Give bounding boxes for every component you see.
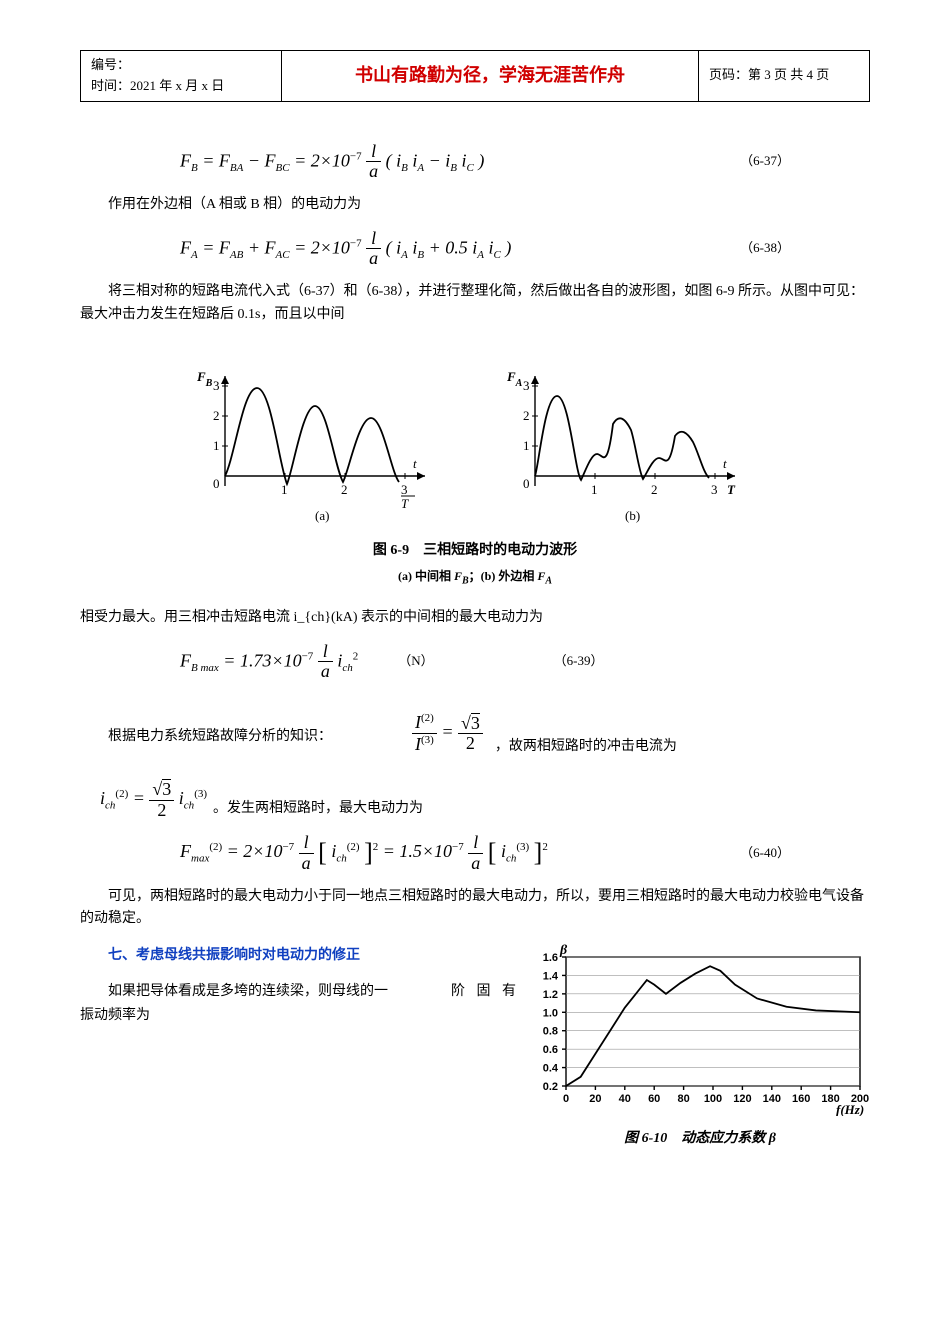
para-4-row: 根据电力系统短路故障分析的知识： I(2) I(3) = √3 2 ，故两相短路… bbox=[80, 712, 870, 759]
svg-text:80: 80 bbox=[677, 1093, 689, 1105]
equation-6-38: FA = FAB + FAC = 2×10−7 la ( iA iB + 0.5… bbox=[180, 229, 870, 270]
svg-text:0.6: 0.6 bbox=[543, 1044, 558, 1056]
svg-text:1.2: 1.2 bbox=[543, 989, 558, 1001]
svg-text:(a): (a) bbox=[315, 508, 329, 523]
eq39-unit: （N） bbox=[398, 651, 433, 672]
fig6-10-svg: 0.2 0.4 0.6 0.8 1.0 1.2 1.4 1.6 0 20 40 60 80 100 120 1… bbox=[530, 941, 870, 1116]
equation-6-40: Fmax(2) = 2×10−7 la [ ich(2) ]2 = 1.5×10… bbox=[180, 832, 870, 874]
fig6-9-subcaption: (a) 中间相 FB；(b) 外边相 FA bbox=[80, 567, 870, 589]
figure-6-9: FB 0 1 2 3 1 2 3 t T (a) FA 0 1 2 3 1 2 bbox=[80, 346, 870, 534]
para-1: 作用在外边相（A 相或 B 相）的电动力为 bbox=[80, 194, 870, 216]
doc-time: 时间：2021 年 x 月 x 日 bbox=[91, 76, 271, 97]
svg-text:2: 2 bbox=[341, 482, 348, 497]
para7a: 如果把导体看成是多垮的连续梁，则母线的一 bbox=[108, 984, 388, 999]
svg-text:0: 0 bbox=[523, 476, 530, 491]
svg-text:T: T bbox=[401, 496, 409, 511]
svg-text:0.4: 0.4 bbox=[543, 1062, 559, 1074]
svg-text:2: 2 bbox=[523, 408, 530, 423]
svg-text:3: 3 bbox=[523, 378, 530, 393]
figure-6-10: 0.2 0.4 0.6 0.8 1.0 1.2 1.4 1.6 0 20 40 60 80 100 120 1… bbox=[530, 941, 870, 1151]
equation-6-37: FB = FBA − FBC = 2×10−7 la ( iB iA − iB … bbox=[180, 142, 870, 183]
svg-text:140: 140 bbox=[763, 1093, 781, 1105]
svg-text:3: 3 bbox=[711, 482, 718, 497]
svg-text:3: 3 bbox=[401, 482, 408, 497]
para-2: 将三相对称的短路电流代入式（6-37）和（6-38），并进行整理化简，然后做出各… bbox=[80, 281, 870, 326]
svg-text:f(Hz): f(Hz) bbox=[836, 1102, 864, 1116]
svg-text:FA: FA bbox=[506, 369, 523, 389]
svg-text:1.4: 1.4 bbox=[543, 970, 559, 982]
para-3: 相受力最大。用三相冲击短路电流 i_{ch}(kA) 表示的中间相的最大电动力为 bbox=[80, 607, 870, 629]
svg-text:100: 100 bbox=[704, 1093, 722, 1105]
svg-text:0: 0 bbox=[563, 1093, 569, 1105]
svg-text:160: 160 bbox=[792, 1093, 810, 1105]
svg-text:(b): (b) bbox=[625, 508, 640, 523]
svg-text:t: t bbox=[413, 456, 417, 471]
para7b: 阶 固 有 bbox=[423, 981, 520, 1003]
svg-text:1.6: 1.6 bbox=[543, 952, 558, 964]
svg-text:0.8: 0.8 bbox=[543, 1025, 558, 1037]
svg-text:20: 20 bbox=[589, 1093, 601, 1105]
svg-text:t: t bbox=[723, 456, 727, 471]
svg-text:40: 40 bbox=[619, 1093, 631, 1105]
doc-id: 编号： bbox=[91, 55, 271, 76]
svg-text:0: 0 bbox=[213, 476, 220, 491]
para-4-pre: 根据电力系统短路故障分析的知识： bbox=[80, 726, 332, 748]
header-left-cell: 编号： 时间：2021 年 x 月 x 日 bbox=[81, 51, 282, 102]
svg-text:β: β bbox=[559, 943, 568, 958]
eq-num-40: （6-40） bbox=[740, 843, 790, 864]
eq-num-39: （6-39） bbox=[554, 651, 604, 672]
svg-text:1: 1 bbox=[591, 482, 598, 497]
svg-text:FB: FB bbox=[196, 369, 213, 389]
eq-num-37: （6-37） bbox=[740, 151, 790, 172]
svg-text:3: 3 bbox=[213, 378, 220, 393]
para-4-post: ，故两相短路时的冲击电流为 bbox=[495, 736, 677, 758]
page-header-table: 编号： 时间：2021 年 x 月 x 日 书山有路勤为径，学海无涯苦作舟 页码… bbox=[80, 50, 870, 102]
para-6: 可见，两相短路时的最大电动力小于同一地点三相短路时的最大电动力，所以，要用三相短… bbox=[80, 886, 870, 931]
eq-ich-row: ich(2) = √3 2 ich(3) 。发生两相短路时，最大电动力为 bbox=[100, 779, 870, 821]
para-3-text: 相受力最大。用三相冲击短路电流 i_{ch}(kA) 表示的中间相的最大电动力为 bbox=[80, 610, 543, 625]
eq-num-38: （6-38） bbox=[740, 238, 790, 259]
svg-text:60: 60 bbox=[648, 1093, 660, 1105]
equation-6-39: FB max = 1.73×10−7 la ich2 （N） （6-39） bbox=[180, 642, 870, 683]
para-5: 。发生两相短路时，最大电动力为 bbox=[213, 798, 423, 820]
header-motto: 书山有路勤为径，学海无涯苦作舟 bbox=[355, 65, 625, 85]
header-mid-cell: 书山有路勤为径，学海无涯苦作舟 bbox=[282, 51, 699, 102]
svg-text:1.0: 1.0 bbox=[543, 1007, 558, 1019]
svg-text:1: 1 bbox=[213, 438, 220, 453]
svg-text:0.2: 0.2 bbox=[543, 1081, 558, 1093]
fig6-9-svg: FB 0 1 2 3 1 2 3 t T (a) FA 0 1 2 3 1 2 bbox=[165, 346, 785, 526]
svg-text:T: T bbox=[727, 482, 736, 497]
svg-text:2: 2 bbox=[651, 482, 658, 497]
svg-text:2: 2 bbox=[213, 408, 220, 423]
page-number: 页码：第 3 页 共 4 页 bbox=[709, 67, 829, 82]
fig6-10-caption: 图 6-10 动态应力系数 β bbox=[530, 1128, 870, 1150]
header-right-cell: 页码：第 3 页 共 4 页 bbox=[699, 51, 870, 102]
fig6-9-caption: 图 6-9 三相短路时的电动力波形 bbox=[80, 540, 870, 562]
svg-text:1: 1 bbox=[523, 438, 530, 453]
svg-text:120: 120 bbox=[733, 1093, 751, 1105]
